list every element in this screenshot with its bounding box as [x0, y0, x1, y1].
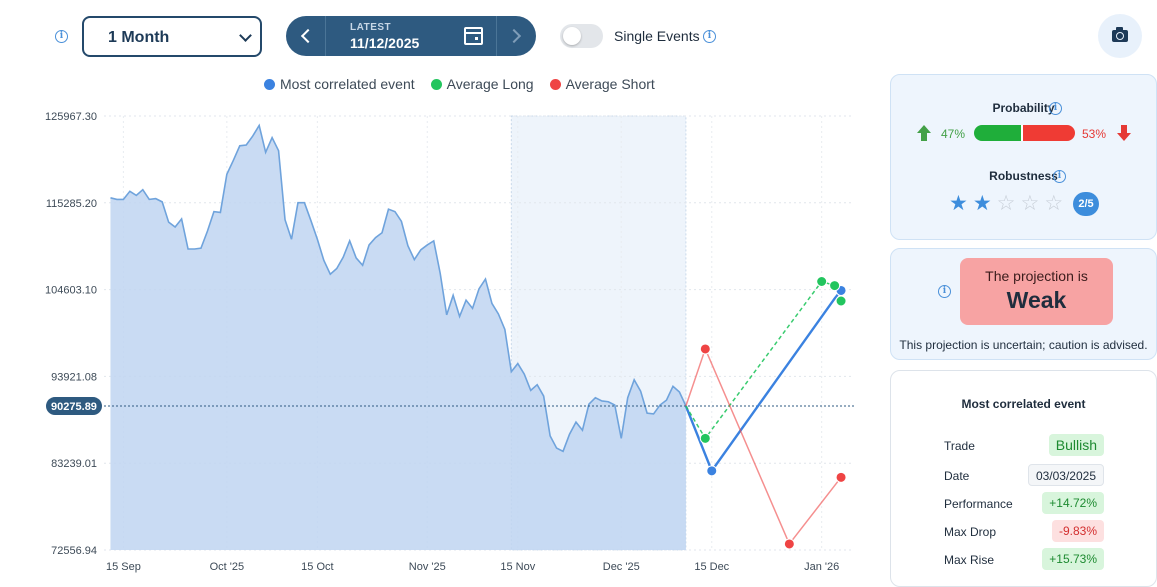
average-long-point [829, 280, 841, 292]
event-row-key: Date [944, 469, 970, 483]
latest-label: LATEST [350, 22, 392, 33]
legend-dot [549, 78, 561, 90]
x-tick-label: Nov '25 [409, 561, 446, 573]
robustness-title: Robustness [989, 169, 1058, 183]
event-row-max-rise: Max Rise +15.73% [944, 548, 1108, 572]
x-tick-label: Jan '26 [804, 561, 839, 573]
event-panel: Most correlated event Trade Bullish Date… [890, 370, 1157, 587]
probability-bar-separator [1020, 125, 1023, 141]
event-row-trade: Trade Bullish [944, 434, 1108, 458]
calendar-icon[interactable] [464, 27, 483, 45]
event-row-date: Date 03/03/2025 [944, 464, 1108, 488]
probability-title: Probability [992, 101, 1055, 115]
current-value-label: 90275.89 [51, 401, 97, 413]
event-row-key: Max Rise [944, 553, 995, 567]
projection-panel: i The projection is Weak This projection… [890, 248, 1157, 360]
average-short-point [783, 538, 795, 550]
period-select-value: 1 Month [108, 29, 170, 46]
average-long-point [816, 275, 828, 287]
date-navigator: LATEST 11/12/2025 [286, 16, 536, 56]
y-tick-label: 83239.01 [51, 458, 97, 470]
projection-info-icon[interactable]: i [938, 285, 951, 298]
legend-dot [264, 78, 275, 90]
y-tick-label: 115285.20 [46, 198, 97, 210]
average-short-point [699, 343, 711, 355]
short-probability: 53% [1082, 127, 1107, 141]
event-row-performance: Performance +14.72% [944, 492, 1108, 516]
x-tick-label: 15 Nov [500, 561, 535, 573]
x-tick-label: 15 Dec [694, 561, 729, 573]
max-rise-badge: +15.73% [1042, 548, 1104, 570]
y-tick-label: 104603.10 [45, 285, 97, 297]
legend-label: Average Long [446, 76, 534, 92]
x-tick-label: 15 Sep [106, 561, 141, 573]
single-events-toggle[interactable] [560, 24, 603, 48]
average-short-line [685, 346, 842, 546]
most-correlated-line [684, 289, 843, 474]
single-events-info-icon[interactable]: i [703, 30, 716, 43]
star-empty-icon: ☆ [996, 191, 1016, 215]
projection-strength-box: The projection is Weak [960, 258, 1113, 325]
event-row-key: Trade [944, 439, 975, 453]
robustness-badge: 2/5 [1073, 192, 1099, 216]
average-long-line [685, 280, 842, 440]
price-area [110, 125, 686, 551]
price-line [110, 123, 687, 453]
star-empty-icon: ☆ [1020, 191, 1040, 215]
legend-label: Average Short [565, 76, 655, 92]
price-chart[interactable]: 125967.30 115285.20 104603.10 93921.08 83239… [0, 95, 880, 587]
probability-bar-long [974, 125, 1021, 141]
current-value-badge [46, 397, 102, 416]
event-title: Most correlated event [961, 397, 1086, 411]
next-date-button[interactable] [496, 16, 536, 56]
projection-prefix: The projection is [985, 268, 1088, 284]
probability-panel: Probability i 47% 53% Robustness i ★ ★ ☆ ☆ ☆… [890, 74, 1157, 240]
projection-note: This projection is uncertain; caution is… [899, 338, 1148, 352]
date-badge: 03/03/2025 [1027, 464, 1104, 486]
camera-icon [1112, 27, 1128, 42]
legend-item-average-long[interactable]: Average Long [430, 76, 534, 92]
star-empty-icon: ☆ [1044, 191, 1064, 215]
probability-bar [974, 125, 1075, 141]
y-tick-label: 72556.94 [51, 545, 97, 557]
most-correlated-point [706, 465, 718, 477]
single-events-label: Single Events [614, 28, 700, 44]
legend-label: Most correlated event [280, 76, 415, 92]
y-tick-label: 125967.30 [45, 111, 97, 123]
projection-strength: Weak [1006, 287, 1067, 313]
x-tick-label: Oct '25 [210, 561, 245, 573]
event-row-key: Performance [944, 497, 1013, 511]
previous-date-button[interactable] [286, 16, 326, 56]
y-tick-label: 93921.08 [51, 371, 97, 383]
average-long-point [699, 432, 711, 444]
latest-date: 11/12/2025 [350, 35, 420, 51]
average-long-point [835, 295, 847, 307]
average-short-point [835, 471, 847, 483]
star-filled-icon: ★ [949, 191, 968, 215]
event-row-key: Max Drop [944, 525, 997, 539]
probability-bar-short [1022, 125, 1075, 141]
legend-dot [430, 78, 442, 90]
robustness-info-icon[interactable]: i [1053, 170, 1066, 183]
x-tick-label: 15 Oct [301, 561, 333, 573]
trade-badge: Bullish [1048, 434, 1104, 456]
period-select[interactable]: 1 Month [82, 16, 262, 57]
probability-info-icon[interactable]: i [1049, 102, 1062, 115]
star-filled-icon: ★ [972, 191, 992, 215]
period-info-icon[interactable]: i [55, 30, 68, 43]
legend-item-most-correlated[interactable]: Most correlated event [264, 76, 415, 92]
max-drop-badge: -9.83% [1051, 520, 1104, 542]
performance-badge: +14.72% [1042, 492, 1104, 514]
long-probability: 47% [941, 127, 966, 141]
arrow-down-icon [1117, 125, 1131, 141]
screenshot-button[interactable] [1098, 14, 1142, 58]
chevron-down-icon [239, 29, 252, 42]
legend-item-average-short[interactable]: Average Short [549, 76, 655, 92]
event-row-max-drop: Max Drop -9.83% [944, 520, 1108, 544]
chart-legend: Most correlated event Average Long Avera… [264, 76, 655, 92]
x-tick-label: Dec '25 [603, 561, 640, 573]
arrow-up-icon [917, 125, 931, 141]
robustness-stars: ★ ★ ☆ ☆ ☆ [949, 193, 1063, 214]
